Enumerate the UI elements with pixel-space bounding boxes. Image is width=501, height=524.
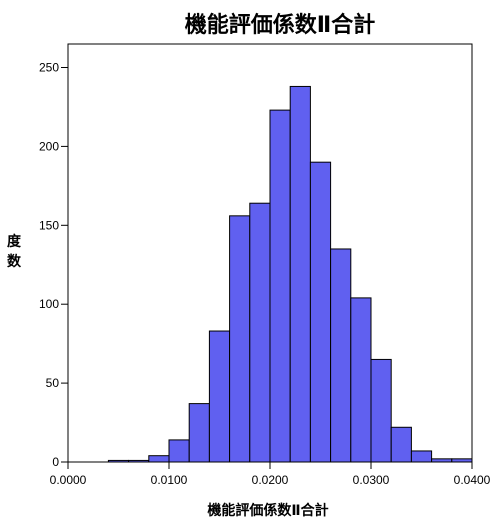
x-tick-label: 0.0200 (252, 473, 289, 487)
y-tick-label: 50 (46, 376, 60, 390)
histogram-bar (148, 455, 170, 463)
y-tick-label: 0 (52, 455, 59, 469)
histogram-bar (249, 202, 271, 463)
histogram-bar (350, 297, 372, 463)
x-tick-label: 0.0000 (50, 473, 87, 487)
histogram-bar (330, 248, 352, 463)
histogram-bar (390, 426, 412, 463)
x-axis-ticks: 0.0000 0.0100 0.0200 0.0300 0.0400 (50, 462, 491, 487)
x-tick-label: 0.0400 (454, 473, 491, 487)
histogram-bar (269, 109, 291, 463)
y-axis-label-char-2: 数 (7, 253, 22, 270)
histogram-bar (188, 403, 210, 463)
bars-group (68, 85, 473, 463)
histogram-bar (229, 215, 251, 463)
x-tick-label: 0.0300 (353, 473, 390, 487)
chart-title: 機能評価係数Ⅱ合計 (185, 12, 376, 38)
histogram-bar (370, 358, 392, 463)
histogram-bar (289, 85, 311, 463)
histogram-bar (168, 439, 190, 463)
histogram-bar (208, 330, 231, 463)
y-axis-label-char-1: 度 (7, 233, 22, 250)
histogram-bar (410, 450, 433, 463)
y-axis-ticks: 0 50 100 150 200 250 (39, 61, 68, 469)
y-tick-label: 200 (39, 139, 59, 153)
histogram-bar (309, 161, 332, 463)
y-tick-label: 100 (39, 297, 59, 311)
x-axis-label: 機能評価係数Ⅱ合計 (207, 502, 328, 519)
x-tick-label: 0.0100 (151, 473, 188, 487)
y-tick-label: 150 (39, 218, 59, 232)
y-tick-label: 250 (39, 61, 59, 75)
